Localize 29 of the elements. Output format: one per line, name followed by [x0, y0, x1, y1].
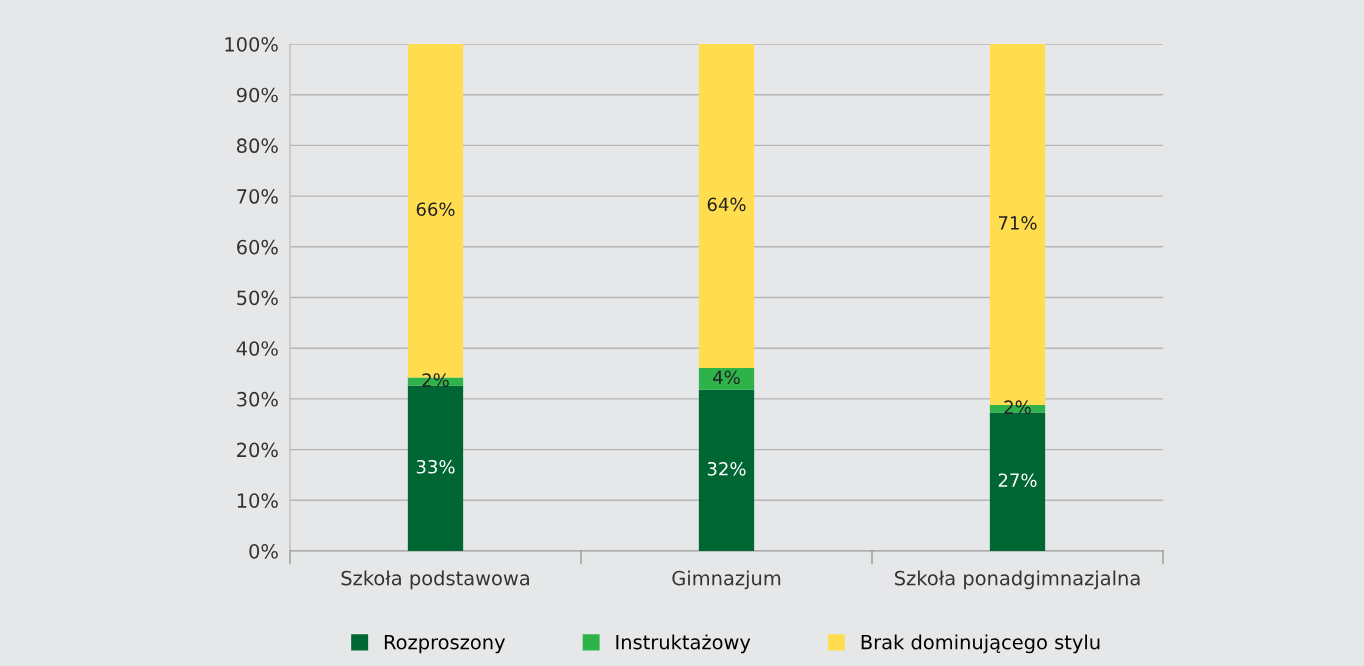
- y-tick-label: 10%: [237, 493, 278, 508]
- bar: [698, 389, 755, 551]
- bar: [698, 367, 755, 390]
- data-label: 71%: [998, 216, 1037, 230]
- legend-label: Instruktażowy: [616, 634, 751, 654]
- data-label: 64%: [707, 197, 746, 212]
- legend-label: Rozproszony: [384, 635, 506, 654]
- y-tick-label: 70%: [237, 189, 278, 204]
- x-tick-label: Szkoła ponadgimnazjalna: [895, 570, 1140, 590]
- data-label: 66%: [416, 202, 455, 217]
- y-tick-label: 40%: [236, 341, 278, 356]
- y-tick-label: 90%: [236, 87, 278, 103]
- y-tick-label: 20%: [237, 442, 278, 458]
- y-tick-label: 30%: [237, 391, 278, 407]
- bar: [698, 44, 755, 368]
- legend-label: Brak dominującego stylu: [861, 634, 1100, 654]
- bar: [989, 412, 1046, 551]
- bar: [407, 385, 464, 551]
- x-tick-label: Gimnazjum: [672, 570, 781, 590]
- data-label: 27%: [998, 473, 1037, 488]
- y-tick-label: 0%: [249, 543, 278, 559]
- data-label: 4%: [713, 370, 740, 385]
- data-label: 33%: [416, 459, 455, 474]
- y-tick-label: 80%: [236, 138, 278, 154]
- x-tick-label: Szkoła podstawowa: [341, 570, 529, 590]
- y-tick-label: 50%: [237, 290, 278, 306]
- y-tick-label: 60%: [237, 239, 278, 255]
- y-tick-label: 100%: [225, 36, 278, 52]
- data-label: 32%: [707, 461, 746, 476]
